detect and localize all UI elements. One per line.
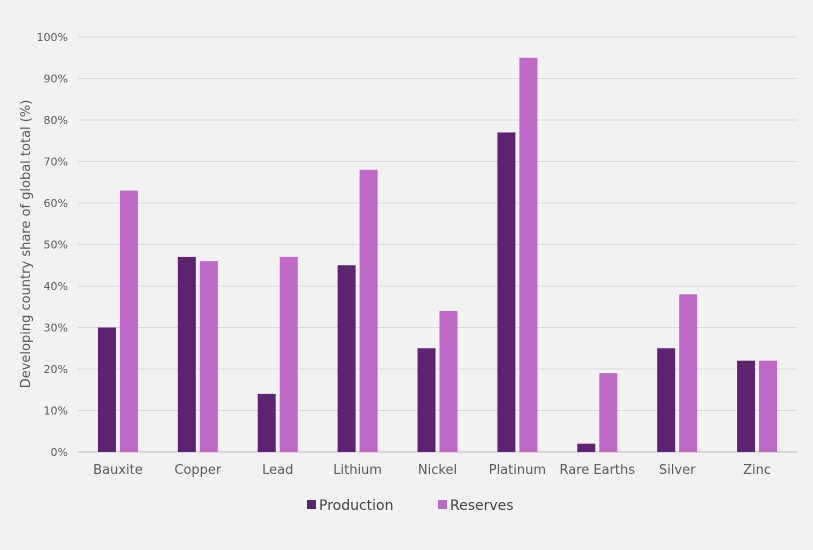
y-tick-label: 40%: [44, 280, 68, 293]
bar-production: [257, 393, 276, 452]
y-tick-label: 0%: [51, 446, 68, 459]
legend-swatch: [307, 500, 316, 509]
bar-reserves: [599, 373, 618, 452]
bar-reserves: [759, 360, 778, 452]
bar-production: [177, 256, 196, 452]
y-tick-label: 80%: [44, 114, 68, 127]
x-category-label: Platinum: [489, 463, 546, 478]
legend-swatch: [438, 500, 447, 509]
x-category-label: Copper: [174, 463, 222, 478]
bar-reserves: [439, 310, 458, 452]
bar-reserves: [679, 294, 698, 452]
bars: [97, 57, 778, 453]
y-tick-label: 20%: [44, 363, 68, 376]
gridlines: [78, 36, 797, 453]
bar-production: [577, 443, 596, 452]
bar-reserves: [359, 169, 378, 453]
y-tick-label: 10%: [44, 405, 68, 418]
x-category-label: Bauxite: [93, 463, 143, 478]
bar-reserves: [119, 190, 138, 453]
x-axis-categories: Bauxite Copper Lead Lithium Nickel Platinum Ra…: [93, 463, 771, 478]
legend-label: Reserves: [450, 498, 514, 514]
legend: Production Reserves: [307, 498, 514, 514]
y-tick-label: 60%: [44, 197, 68, 210]
bar-reserves: [519, 57, 538, 452]
x-category-label: Zinc: [743, 463, 771, 478]
bar-production: [337, 265, 356, 452]
y-tick-label: 50%: [44, 239, 68, 252]
x-category-label: Silver: [659, 463, 696, 478]
y-tick-label: 70%: [44, 156, 68, 169]
y-axis-ticks: 0% 10% 20% 30% 40% 50% 60% 70% 80% 90% 100%: [37, 31, 68, 459]
y-tick-label: 30%: [44, 322, 68, 335]
bar-reserves: [279, 256, 298, 452]
legend-label: Production: [319, 498, 393, 514]
bar-production: [737, 360, 756, 452]
bar-production: [497, 132, 516, 452]
y-tick-label: 100%: [37, 31, 68, 44]
bar-reserves: [199, 261, 218, 452]
x-category-label: Nickel: [418, 463, 457, 478]
y-axis-label: Developing country share of global total…: [19, 100, 34, 389]
bar-production: [657, 348, 676, 452]
x-category-label: Lithium: [333, 463, 382, 478]
x-category-label: Lead: [262, 463, 293, 478]
bar-production: [97, 327, 116, 452]
y-tick-label: 90%: [44, 73, 68, 86]
x-category-label: Rare Earths: [560, 463, 636, 478]
bar-production: [417, 348, 436, 452]
